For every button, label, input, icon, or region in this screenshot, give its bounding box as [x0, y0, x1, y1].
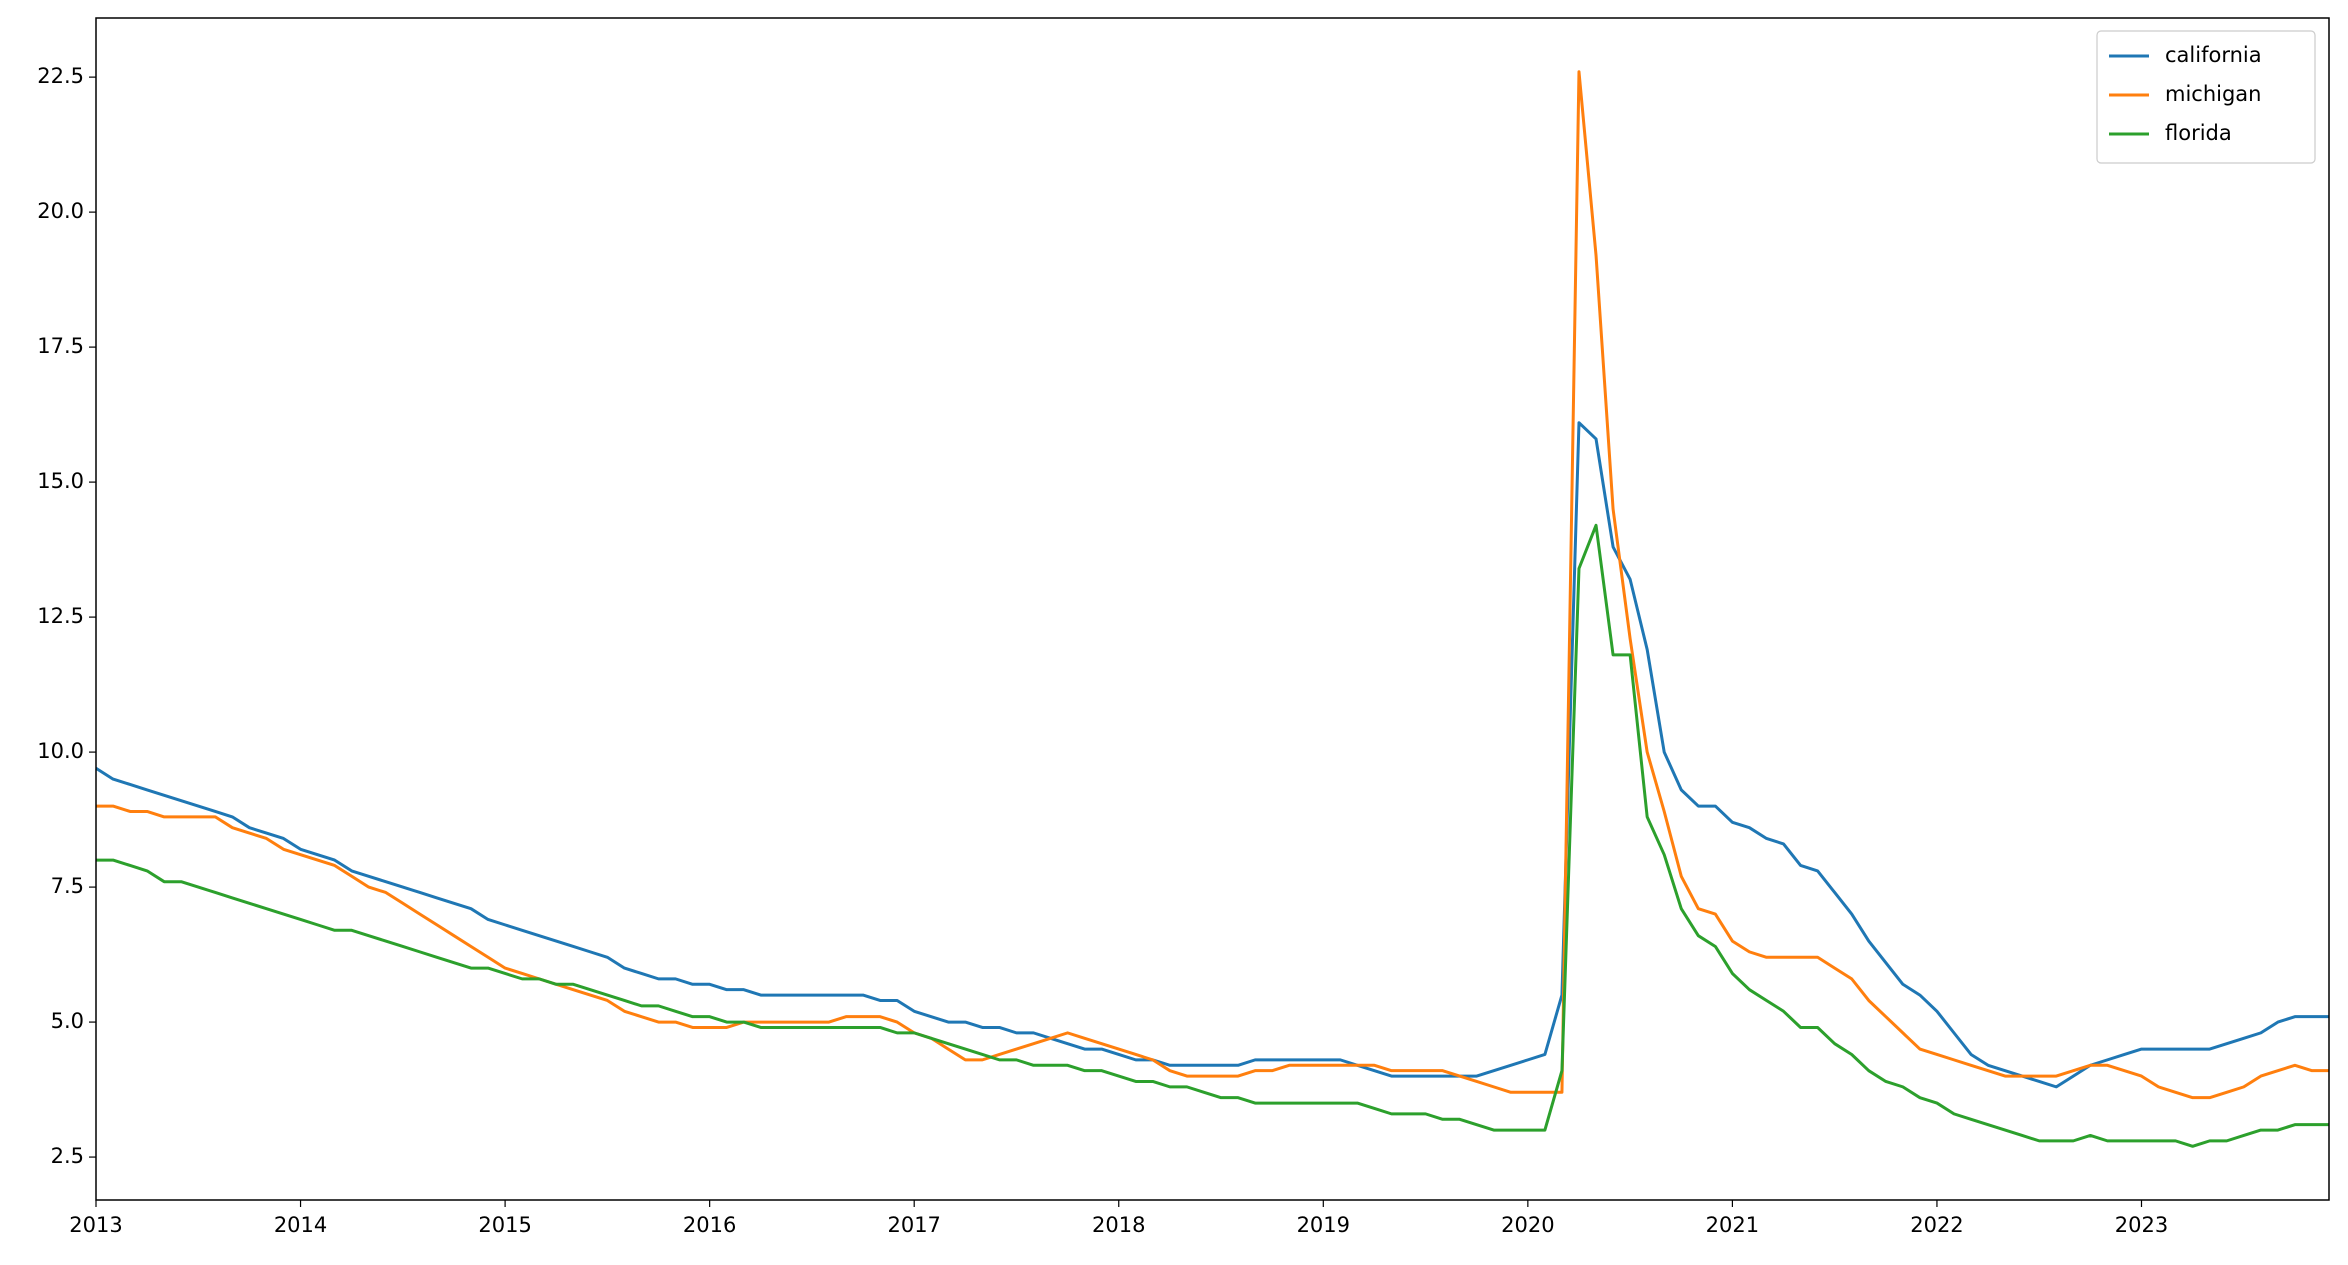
x-tick-label: 2016 — [683, 1213, 736, 1237]
y-tick-label: 7.5 — [51, 874, 84, 898]
x-tick-label: 2019 — [1297, 1213, 1350, 1237]
x-tick-label: 2013 — [69, 1213, 122, 1237]
legend-box — [2096, 30, 2316, 164]
y-tick-label: 12.5 — [37, 604, 84, 628]
y-tick-label: 15.0 — [37, 469, 84, 493]
line-series — [95, 421, 2329, 1089]
y-tick-label: 20.0 — [37, 199, 84, 223]
y-tick-label: 10.0 — [37, 739, 84, 763]
x-tick-label: 2014 — [274, 1213, 327, 1237]
y-tick-label: 17.5 — [37, 334, 84, 358]
legend-label: michigan — [2165, 82, 2262, 106]
plot-frame — [95, 17, 2330, 1201]
x-tick-label: 2020 — [1501, 1213, 1554, 1237]
x-tick-label: 2023 — [2115, 1213, 2168, 1237]
y-tick-label: 2.5 — [51, 1144, 84, 1168]
line-series — [96, 523, 2329, 1148]
legend-label: florida — [2165, 121, 2232, 145]
y-tick-label: 22.5 — [37, 64, 84, 88]
line-series — [96, 70, 2329, 1100]
x-tick-label: 2022 — [1910, 1213, 1963, 1237]
legend-label: california — [2165, 43, 2262, 67]
y-tick-label: 5.0 — [51, 1009, 84, 1033]
x-tick-label: 2021 — [1706, 1213, 1759, 1237]
x-tick-label: 2018 — [1092, 1213, 1145, 1237]
x-tick-label: 2015 — [478, 1213, 531, 1237]
x-tick-label: 2017 — [887, 1213, 940, 1237]
